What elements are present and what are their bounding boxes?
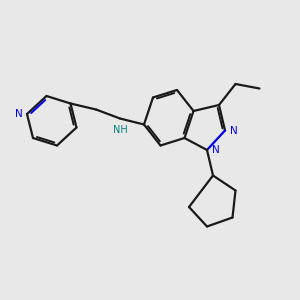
Text: N: N	[212, 145, 220, 155]
Text: NH: NH	[112, 125, 128, 135]
Text: N: N	[15, 109, 22, 119]
Text: N: N	[230, 125, 238, 136]
